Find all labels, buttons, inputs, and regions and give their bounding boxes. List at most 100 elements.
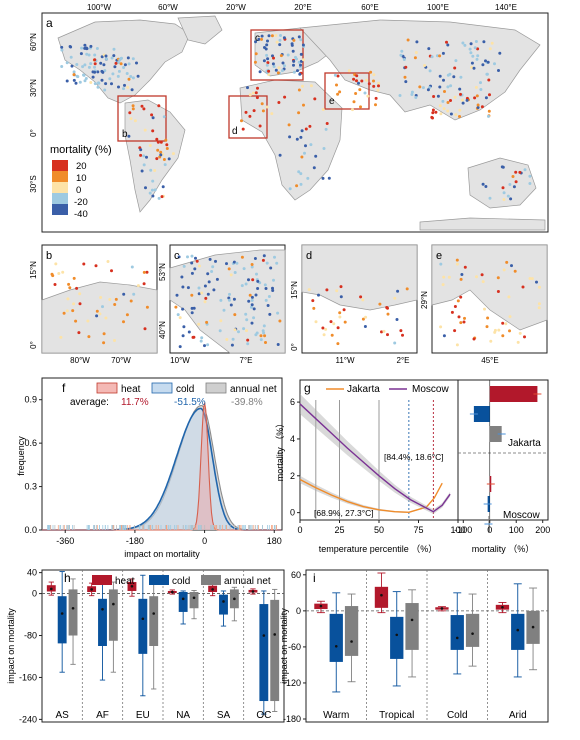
city-point [110, 269, 113, 273]
city-point [507, 295, 511, 299]
city-point [398, 94, 402, 97]
inset-label-c: c [255, 33, 260, 44]
city-point [125, 72, 129, 75]
city-point [60, 65, 64, 68]
city-point [255, 96, 259, 100]
city-point [453, 66, 457, 70]
city-point [481, 280, 485, 284]
city-point [242, 327, 246, 331]
city-point [273, 255, 276, 259]
city-point [60, 48, 64, 52]
city-point [465, 98, 469, 102]
x-tick-label: 75 [413, 525, 423, 535]
city-point [211, 265, 215, 269]
mean-dot [112, 602, 115, 606]
city-point [219, 319, 223, 323]
city-point [504, 322, 508, 326]
city-point [181, 334, 185, 338]
x-tick-label: 25 [334, 525, 344, 535]
city-point [265, 43, 269, 47]
city-point [190, 261, 194, 265]
category-label: EU [136, 710, 150, 721]
city-point [446, 43, 450, 47]
city-point [252, 109, 256, 113]
city-point [260, 34, 264, 38]
city-point [434, 110, 438, 114]
city-point [488, 196, 492, 200]
city-point [513, 269, 517, 273]
y-tick-label: -160 [19, 672, 37, 682]
city-point [153, 188, 157, 192]
city-point [455, 262, 459, 266]
city-point [441, 51, 445, 55]
city-point [357, 81, 360, 85]
city-point [205, 320, 209, 324]
city-point [199, 339, 203, 343]
city-point [452, 75, 456, 79]
city-point [265, 53, 269, 57]
y-tick-label: -60 [288, 642, 301, 652]
lat-tick: 0° [29, 341, 38, 349]
city-point [304, 127, 308, 131]
city-point [338, 311, 342, 315]
city-point [386, 333, 389, 337]
city-point [297, 170, 301, 174]
city-point [204, 296, 208, 300]
mean-dot [380, 593, 383, 597]
lon-tick: 20°E [294, 3, 311, 12]
legend-swatch-net [201, 575, 221, 585]
city-point [330, 333, 334, 337]
city-point [186, 255, 189, 259]
city-point [415, 40, 419, 44]
average-label: average: [70, 397, 109, 408]
city-point [159, 153, 163, 157]
city-point [102, 341, 106, 345]
city-point [306, 176, 310, 180]
mean-dot [71, 606, 75, 610]
city-point [94, 264, 98, 268]
city-point [501, 186, 505, 190]
city-point [299, 52, 303, 56]
city-point [75, 286, 79, 290]
panel-b-map: b 15°N 0° 80°W 70°W [29, 244, 158, 365]
city-point [110, 82, 113, 86]
box-annual-net [465, 613, 480, 647]
city-point [127, 77, 131, 81]
city-point [523, 168, 527, 172]
city-point [324, 327, 328, 331]
city-point [278, 319, 282, 323]
city-point [159, 150, 163, 154]
city-point [140, 169, 144, 173]
panel-d-map: d 15°N 0° 11°W 2°E [290, 244, 418, 365]
north-america-landmass [57, 19, 191, 104]
city-point [472, 66, 476, 70]
city-point [322, 333, 326, 337]
category-label: NA [176, 710, 190, 721]
annotation-moscow: [84.4%, 18.6°C] [384, 452, 444, 462]
city-point [151, 179, 155, 183]
city-point [244, 312, 248, 316]
city-point [265, 261, 269, 265]
bar-axis-label-x: mortality （%） [472, 544, 535, 554]
city-point [458, 87, 462, 91]
panel-label-a: a [46, 16, 53, 30]
city-point [352, 77, 356, 81]
city-point [313, 97, 317, 101]
mean-dot [455, 636, 459, 640]
category-label: Cold [447, 710, 468, 721]
bar-jakarta-heat [489, 386, 538, 402]
city-point [321, 326, 325, 330]
city-point [131, 76, 135, 80]
city-point [361, 298, 365, 302]
city-point [163, 163, 167, 167]
legend-swatch-cold [151, 382, 173, 394]
mean-dot [319, 604, 323, 608]
city-point [399, 329, 403, 333]
mean-dot [273, 633, 277, 636]
city-point [130, 88, 134, 92]
lon-tick: 100°E [427, 3, 449, 12]
city-label-moscow: Moscow [503, 510, 540, 521]
city-point [382, 329, 386, 333]
mean-dot [334, 645, 338, 648]
city-point [271, 289, 275, 292]
